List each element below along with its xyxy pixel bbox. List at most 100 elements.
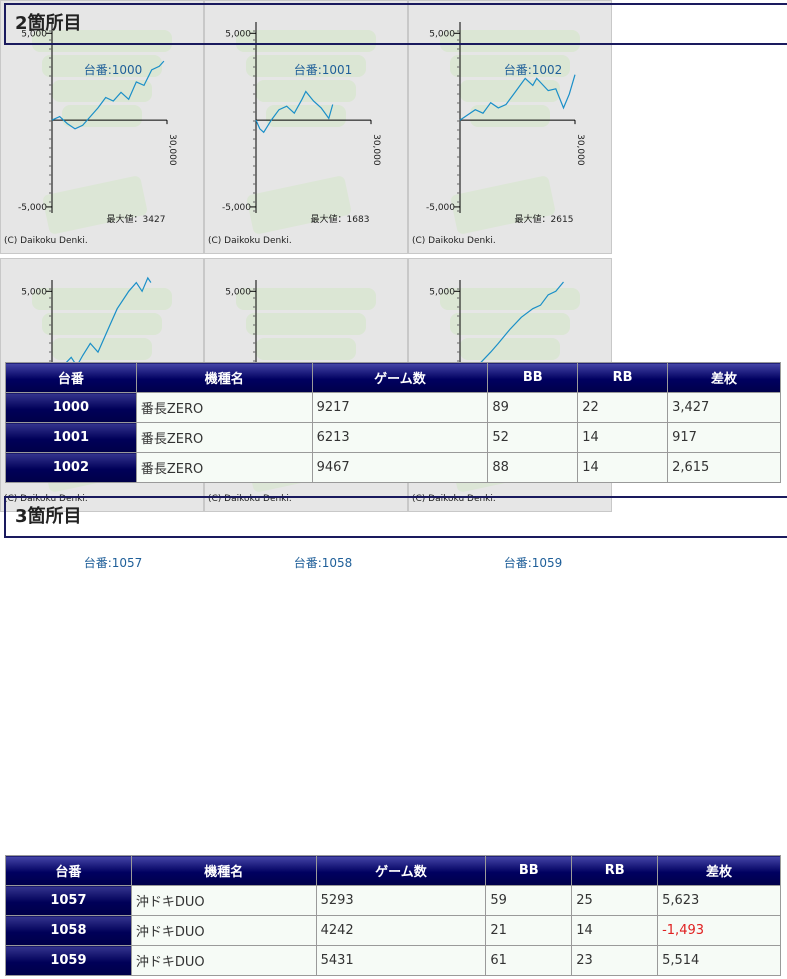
decoration [460,80,560,102]
graph-panel: 5,000 -5,000 30,000 最大値：3427 (C) Daikoku Den… [0,0,204,254]
decoration [62,105,142,127]
table-cell: 14 [577,422,669,453]
table-cell: 3,427 [667,392,781,423]
decoration [43,176,147,234]
x-tick-label: 30,000 [167,134,177,166]
y-tick-label: 5,000 [21,287,47,297]
decoration [256,338,356,360]
table-cell: 5,623 [657,885,781,916]
table-row: 1057 沖ドキDUO 5293 59 25 5,623 [5,885,781,916]
section-heading: 2箇所目 [4,3,787,45]
y-tick-label: 5,000 [225,287,251,297]
table-row: 1000 番長ZERO 9217 89 22 3,427 [5,392,781,423]
graph-label: 台番:1057 [83,556,143,570]
decoration [52,338,152,360]
decoration [266,105,346,127]
table-cell: 番長ZERO [135,392,313,423]
header-cell: ゲーム数 [315,855,487,886]
graph-label: 台番:1002 [503,63,563,77]
graph-panel: 5,000 -5,000 30,000 最大値：1683 (C) Daikoku Den… [204,0,408,254]
header-row: 台番 機種名 ゲーム数 BB RB 差枚 [5,362,781,393]
id-cell: 1002 [5,452,137,483]
table-cell: 52 [487,422,579,453]
table-cell: 9467 [311,452,489,483]
y-tick-label: 5,000 [429,287,455,297]
table-cell: -1,493 [657,915,781,946]
header-cell: 差枚 [667,362,781,393]
graph-label: 台番:1058 [293,556,353,570]
decoration [247,176,351,234]
copyright: (C) Daikoku Denki. [208,494,292,504]
table-row: 1002 番長ZERO 9467 88 14 2,615 [5,452,781,483]
max-label: 最大値：2615 [515,213,574,225]
id-cell: 1057 [5,885,132,916]
y-tick-label: -5,000 [426,203,455,213]
table-cell: 88 [487,452,579,483]
data-table: 台番 機種名 ゲーム数 BB RB 差枚 1057 沖ドキDUO 5293 59 25 5,623 10… [5,855,781,976]
id-cell: 1000 [5,392,137,423]
x-tick-label: 30,000 [371,134,381,166]
table-cell: 917 [667,422,781,453]
decoration [52,80,152,102]
table-cell: 9217 [311,392,489,423]
table-cell: 14 [571,915,659,946]
graph-label: 台番:1000 [83,63,143,77]
decoration [236,288,376,310]
graph-label: 台番:1059 [503,556,563,570]
table-cell: 2,615 [667,452,781,483]
table-cell: 25 [571,885,659,916]
copyright: (C) Daikoku Denki. [4,494,88,504]
table-cell: 89 [487,392,579,423]
table-cell: 5,514 [657,945,781,976]
header-cell: ゲーム数 [311,362,489,393]
decoration [440,30,580,52]
header-cell: 機種名 [135,362,313,393]
decoration [450,55,570,77]
header-cell: 機種名 [130,855,317,886]
table-cell: 61 [485,945,573,976]
table-row: 1058 沖ドキDUO 4242 21 14 -1,493 [5,915,781,946]
id-cell: 1058 [5,915,132,946]
id-cell: 1059 [5,945,132,976]
table-cell: 沖ドキDUO [130,915,317,946]
decoration [470,105,550,127]
header-cell: BB [485,855,573,886]
header-cell: BB [487,362,579,393]
decoration [460,338,560,360]
decoration [42,55,162,77]
id-cell: 1001 [5,422,137,453]
table-cell: 6213 [311,422,489,453]
header-cell: 差枚 [657,855,781,886]
header-cell: RB [577,362,669,393]
table-cell: 5431 [315,945,487,976]
copyright: (C) Daikoku Denki. [412,236,496,246]
table-cell: 22 [577,392,669,423]
data-line [51,60,165,130]
x-tick-label: 30,000 [575,134,585,166]
y-tick-label: 5,000 [21,29,47,39]
decoration [450,313,570,335]
graph-panel: 5,000 -5,000 30,000 最大値：2615 (C) Daikoku Den… [408,0,612,254]
decoration [246,55,366,77]
table-cell: 番長ZERO [135,452,313,483]
data-table: 台番 機種名 ゲーム数 BB RB 差枚 1000 番長ZERO 9217 89 22 3,427 10… [5,362,781,483]
header-row: 台番 機種名 ゲーム数 BB RB 差枚 [5,855,781,886]
data-line [255,90,334,134]
graph-label: 台番:1001 [293,63,353,77]
decoration [42,313,162,335]
copyright: (C) Daikoku Denki. [412,494,496,504]
y-tick-label: -5,000 [18,203,47,213]
decoration [32,30,172,52]
table-cell: 番長ZERO [135,422,313,453]
y-tick-label: 5,000 [225,29,251,39]
data-line [459,74,576,121]
section-heading: 3箇所目 [4,496,787,538]
decoration [451,176,555,234]
table-cell: 21 [485,915,573,946]
table-row: 1001 番長ZERO 6213 52 14 917 [5,422,781,453]
y-tick-label: -5,000 [222,203,251,213]
table-cell: 14 [577,452,669,483]
decoration [246,313,366,335]
header-cell: 台番 [5,362,137,393]
